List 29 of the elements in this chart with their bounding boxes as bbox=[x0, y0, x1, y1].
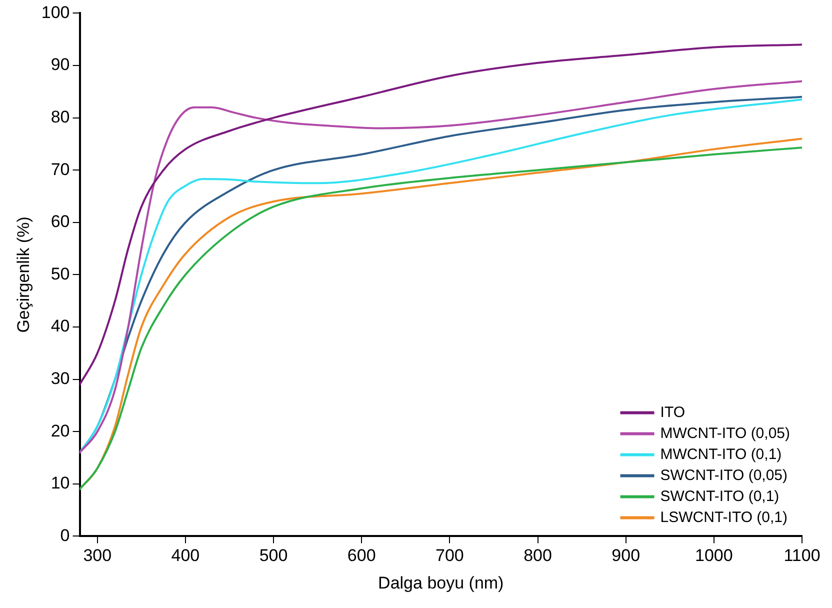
y-tick-label: 60 bbox=[50, 212, 70, 232]
x-tick-label: 1000 bbox=[695, 546, 733, 566]
y-tick-label: 30 bbox=[50, 368, 70, 388]
line-series bbox=[80, 44, 802, 386]
x-tick-label: 600 bbox=[347, 546, 376, 566]
y-axis-title: Geçirgenlik (%) bbox=[14, 216, 33, 333]
x-tick-label: 900 bbox=[612, 546, 640, 566]
legend-label: LSWCNT-ITO (0,1) bbox=[660, 508, 788, 526]
y-tick-label: 40 bbox=[50, 316, 70, 336]
y-tick-label: 50 bbox=[50, 264, 70, 284]
x-tick-label: 800 bbox=[524, 546, 552, 566]
x-axis-title: Dalga boyu (nm) bbox=[378, 573, 504, 592]
x-tick-label: 400 bbox=[171, 546, 200, 566]
legend-label: SWCNT-ITO (0,1) bbox=[660, 488, 780, 505]
legend-label: MWCNT-ITO (0,1) bbox=[660, 446, 782, 463]
y-tick-label: 100 bbox=[41, 2, 70, 22]
y-tick-label: 80 bbox=[50, 107, 70, 126]
x-tick-label: 300 bbox=[83, 546, 112, 566]
y-tick-label: 20 bbox=[50, 421, 70, 440]
y-tick-label: 70 bbox=[50, 160, 70, 179]
legend-label: MWCNT-ITO (0,05) bbox=[660, 424, 790, 442]
legend-label: SWCNT-ITO (0,05) bbox=[660, 466, 788, 484]
y-tick-label: 90 bbox=[50, 55, 70, 74]
x-tick-label: 700 bbox=[436, 546, 464, 566]
x-tick-label: 1100 bbox=[784, 546, 820, 566]
legend-label: ITO bbox=[660, 404, 686, 421]
x-tick-label: 500 bbox=[259, 546, 288, 566]
y-tick-label: 0 bbox=[60, 526, 70, 545]
y-tick-label: 10 bbox=[50, 474, 70, 493]
